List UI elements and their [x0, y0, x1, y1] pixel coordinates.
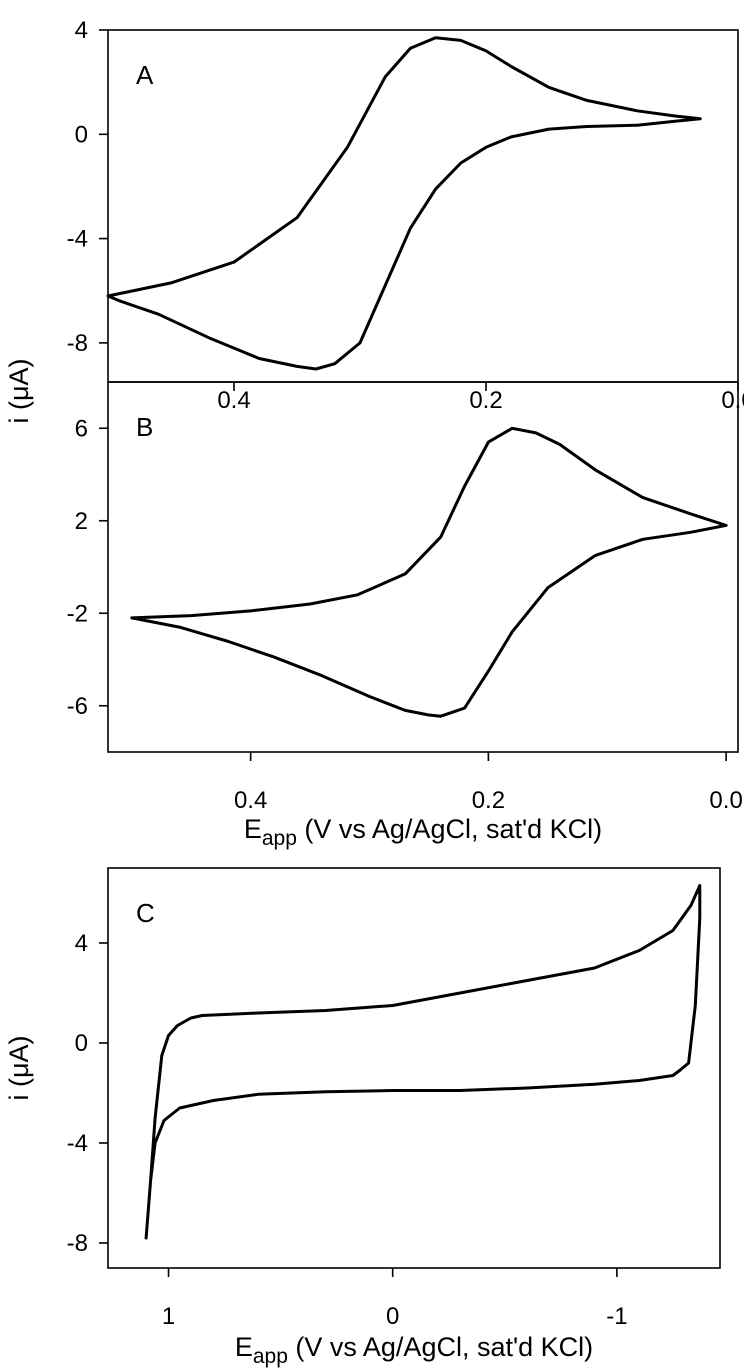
- y-axis-title: i (μA): [4, 1035, 34, 1100]
- voltammogram-trace: [144, 884, 702, 1240]
- panel-a: 4 0 -4 -8 0.4 0.2 0.0 Ai (μA): [4, 17, 744, 424]
- y-tick-label: 0: [75, 1030, 88, 1057]
- y-tick-label: -6: [67, 693, 88, 720]
- panel-letter: A: [136, 60, 154, 90]
- x-tick-label: 0.0: [721, 387, 744, 414]
- x-axis-title: Eapp (V vs Ag/AgCl, sat'd KCl): [244, 814, 602, 850]
- y-tick-label: -2: [67, 600, 88, 627]
- panel-letter: B: [136, 412, 153, 442]
- x-axis-title: Eapp (V vs Ag/AgCl, sat'd KCl): [235, 1332, 593, 1368]
- x-tick-label: -1: [606, 1303, 627, 1330]
- y-tick-label: 0: [75, 121, 88, 148]
- y-axis-title: i (μA): [4, 358, 34, 423]
- panel-letter: C: [136, 898, 155, 928]
- y-tick-label: 4: [75, 930, 88, 957]
- panel-b: 6 2 -2 -6 0.4 0.2 0.0 B Eapp (V vs Ag/AgCl, sat'…: [67, 381, 743, 850]
- x-tick-label: 0.4: [234, 787, 267, 814]
- x-tick-label: 0.0: [709, 787, 742, 814]
- plot-frame: [107, 381, 739, 753]
- y-tick-label: -4: [67, 226, 88, 253]
- y-tick-label: -8: [67, 1230, 88, 1257]
- y-tick-label: 6: [75, 415, 88, 442]
- x-tick-label: 0.2: [472, 787, 505, 814]
- plot-frame: [107, 867, 721, 1269]
- x-tick-label: 0: [386, 1303, 399, 1330]
- y-tick-label: 2: [75, 508, 88, 535]
- x-tick-label: 1: [162, 1303, 175, 1330]
- y-tick-label: 4: [75, 17, 88, 44]
- voltammogram-trace: [106, 36, 702, 371]
- y-tick-label: -4: [67, 1130, 88, 1157]
- voltammogram-trace: [130, 426, 728, 718]
- y-tick-label: -8: [67, 330, 88, 357]
- panel-c: 4 0 -4 -8 1 0 -1 Ci (μA) Eapp (V vs Ag/AgCl, sat…: [4, 867, 721, 1368]
- x-tick-label: 0.2: [469, 387, 502, 414]
- x-tick-label: 0.4: [217, 387, 250, 414]
